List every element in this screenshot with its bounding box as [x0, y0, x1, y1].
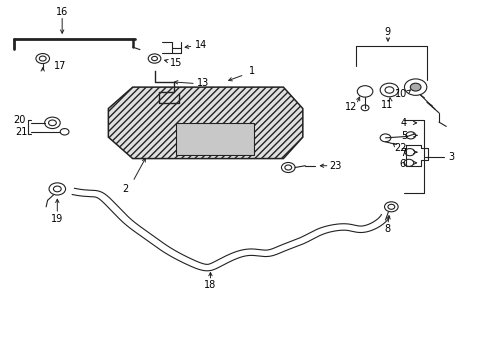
Circle shape	[207, 140, 213, 145]
Text: 12: 12	[345, 102, 357, 112]
Text: 7: 7	[399, 148, 406, 158]
Circle shape	[241, 140, 247, 145]
Circle shape	[226, 140, 232, 145]
Text: 16: 16	[56, 7, 68, 17]
Text: 3: 3	[447, 152, 453, 162]
Text: 4: 4	[400, 118, 406, 128]
Text: 19: 19	[51, 213, 63, 224]
Text: 18: 18	[204, 280, 216, 290]
Text: 5: 5	[400, 131, 407, 141]
Text: 2: 2	[122, 184, 128, 194]
Text: 17: 17	[54, 61, 66, 71]
Text: 11: 11	[380, 100, 392, 110]
Bar	[176, 123, 254, 155]
Text: 6: 6	[398, 158, 404, 168]
Text: 13: 13	[197, 78, 209, 88]
Text: 14: 14	[194, 40, 206, 50]
Text: 8: 8	[383, 224, 389, 234]
Text: 22: 22	[393, 143, 406, 153]
Circle shape	[188, 140, 194, 145]
Circle shape	[409, 83, 420, 91]
Text: 21: 21	[16, 127, 28, 137]
Text: 20: 20	[14, 115, 26, 125]
Text: 9: 9	[384, 27, 390, 37]
Polygon shape	[108, 87, 302, 158]
Text: 1: 1	[248, 66, 254, 76]
Text: 10: 10	[394, 89, 407, 99]
Text: 15: 15	[170, 58, 182, 68]
Text: 23: 23	[329, 161, 342, 171]
